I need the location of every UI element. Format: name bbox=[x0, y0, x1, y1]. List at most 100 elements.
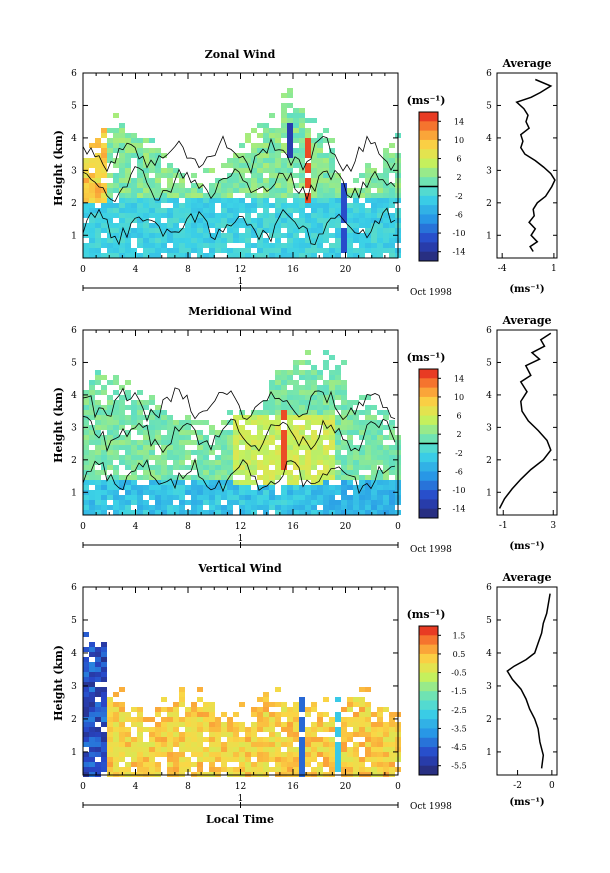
heatmap-cell bbox=[389, 243, 395, 248]
heatmap-cell bbox=[305, 737, 311, 742]
heatmap-cell bbox=[305, 233, 311, 238]
heatmap-cell bbox=[149, 732, 155, 737]
heatmap-cell bbox=[125, 455, 131, 460]
heatmap-cell bbox=[287, 103, 293, 108]
heatmap-cell bbox=[347, 480, 353, 485]
heatmap-cell bbox=[149, 470, 155, 475]
heatmap-cell bbox=[155, 460, 161, 465]
heatmap-cell bbox=[95, 253, 101, 258]
heatmap-cell bbox=[179, 253, 185, 258]
colorbar-tick-label: -1.5 bbox=[451, 687, 466, 696]
heatmap-cell bbox=[131, 485, 137, 490]
heatmap-cell bbox=[239, 435, 245, 440]
heatmap-cell bbox=[155, 485, 161, 490]
heatmap-cell bbox=[221, 198, 227, 203]
heatmap-cell bbox=[197, 218, 203, 223]
heatmap-cell bbox=[101, 757, 107, 762]
heatmap-cell bbox=[341, 238, 347, 243]
heatmap-cell bbox=[113, 450, 119, 455]
heatmap-cell bbox=[329, 410, 335, 415]
heatmap-cell bbox=[287, 93, 293, 98]
heatmap-cell bbox=[263, 158, 269, 163]
heatmap-cell bbox=[263, 490, 269, 495]
heatmap-cell bbox=[203, 510, 209, 515]
heatmap-cell bbox=[359, 213, 365, 218]
heatmap-cell bbox=[305, 747, 311, 752]
colorbar-band bbox=[419, 205, 438, 215]
heatmap-cell bbox=[251, 148, 257, 153]
colorbar-band bbox=[419, 158, 438, 169]
heatmap-cell bbox=[251, 193, 257, 198]
heatmap-cell bbox=[305, 500, 311, 505]
x-tick-label: 0 bbox=[395, 782, 401, 792]
heatmap-cell bbox=[167, 707, 173, 712]
heatmap-cell bbox=[299, 400, 305, 405]
heatmap-cell bbox=[185, 213, 191, 218]
heatmap-cell bbox=[275, 450, 281, 455]
heatmap-cell bbox=[245, 213, 251, 218]
heatmap-cell bbox=[179, 717, 185, 722]
heatmap-cell bbox=[95, 732, 101, 737]
heatmap-cell bbox=[119, 707, 125, 712]
heatmap-cell bbox=[287, 168, 293, 173]
heatmap-cell bbox=[209, 490, 215, 495]
heatmap-cell bbox=[299, 747, 305, 752]
heatmap-cell bbox=[89, 652, 95, 657]
heatmap-cell bbox=[323, 752, 329, 757]
heatmap-cell bbox=[323, 400, 329, 405]
heatmap-cell bbox=[143, 425, 149, 430]
heatmap-cell bbox=[335, 395, 341, 400]
heatmap-cell bbox=[299, 435, 305, 440]
heatmap-cell bbox=[239, 470, 245, 475]
heatmap-cell bbox=[281, 737, 287, 742]
heatmap-cell bbox=[149, 727, 155, 732]
heatmap-cell bbox=[197, 203, 203, 208]
heatmap-cell bbox=[155, 435, 161, 440]
heatmap-cell bbox=[245, 737, 251, 742]
heatmap-cell bbox=[341, 762, 347, 767]
heatmap-cell bbox=[269, 732, 275, 737]
heatmap-cell bbox=[359, 702, 365, 707]
heatmap-cell bbox=[167, 495, 173, 500]
heatmap-cell bbox=[305, 415, 311, 420]
y-tick-label: 5 bbox=[71, 101, 77, 111]
heatmap-cell bbox=[311, 455, 317, 460]
heatmap-cell bbox=[143, 198, 149, 203]
heatmap-cell bbox=[221, 742, 227, 747]
heatmap-cell bbox=[371, 495, 377, 500]
heatmap-cell bbox=[137, 707, 143, 712]
heatmap-cell bbox=[269, 722, 275, 727]
heatmap-cell bbox=[353, 450, 359, 455]
heatmap-cell bbox=[155, 238, 161, 243]
heatmap-cell bbox=[311, 143, 317, 148]
heatmap-cell bbox=[155, 410, 161, 415]
heatmap-cell bbox=[299, 697, 305, 702]
heatmap-cell bbox=[125, 752, 131, 757]
heatmap-cell bbox=[197, 495, 203, 500]
heatmap-cell bbox=[173, 188, 179, 193]
heatmap-cell bbox=[341, 380, 347, 385]
colorbar-tick-label: 2 bbox=[456, 173, 461, 182]
heatmap-cell bbox=[107, 138, 113, 143]
heatmap-cell bbox=[113, 208, 119, 213]
heatmap-cell bbox=[149, 163, 155, 168]
heatmap-cell bbox=[269, 430, 275, 435]
heatmap-cell bbox=[263, 465, 269, 470]
heatmap-cell bbox=[227, 737, 233, 742]
heatmap-cell bbox=[95, 233, 101, 238]
heatmap-cell bbox=[293, 173, 299, 178]
heatmap-cell bbox=[167, 430, 173, 435]
heatmap-cell bbox=[143, 405, 149, 410]
heatmap-cell bbox=[323, 183, 329, 188]
heatmap-cell bbox=[167, 732, 173, 737]
colorbar-band bbox=[419, 709, 438, 720]
heatmap-cell bbox=[311, 430, 317, 435]
heatmap-cell bbox=[383, 213, 389, 218]
heatmap-cell bbox=[245, 420, 251, 425]
heatmap-cell bbox=[317, 475, 323, 480]
heatmap-cell bbox=[359, 238, 365, 243]
heatmap-cell bbox=[215, 767, 221, 772]
heatmap-cell bbox=[341, 475, 347, 480]
heatmap-cell bbox=[89, 415, 95, 420]
heatmap-cell bbox=[185, 233, 191, 238]
